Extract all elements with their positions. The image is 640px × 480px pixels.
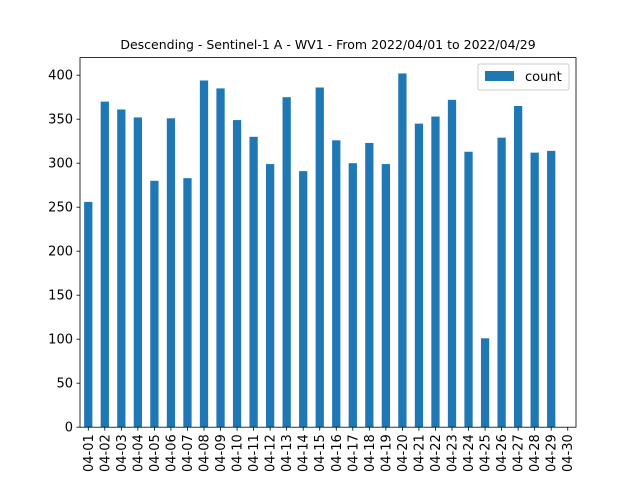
bar-04-06 [166, 118, 176, 428]
y-tick-label: 50 [56, 377, 73, 392]
bar-04-27 [514, 106, 523, 428]
y-tick-label: 150 [48, 289, 73, 304]
y-tick-label: 400 [48, 69, 73, 84]
bar-04-16 [332, 140, 341, 428]
bar-04-11 [249, 136, 258, 428]
x-tick-label: 04-10 [231, 434, 246, 472]
x-tick-label: 04-03 [115, 434, 130, 472]
bar-04-22 [431, 116, 440, 428]
x-tick-label: 04-02 [98, 434, 113, 472]
x-tick-label: 04-15 [313, 434, 328, 472]
x-tick-label: 04-22 [429, 434, 444, 472]
x-tick-label: 04-01 [82, 434, 97, 472]
bar-04-10 [232, 120, 242, 428]
x-tick-label: 04-05 [148, 434, 163, 472]
bar-04-24 [464, 151, 473, 428]
x-tick-label: 04-30 [561, 434, 576, 472]
bar-04-03 [117, 109, 126, 428]
y-tick-label: 200 [48, 245, 73, 260]
legend-box [477, 63, 570, 91]
bar-04-14 [299, 171, 308, 428]
bar-04-28 [530, 152, 539, 428]
x-tick-label: 04-24 [462, 434, 477, 472]
x-tick-label: 04-25 [479, 434, 494, 472]
x-tick-label: 04-12 [264, 434, 279, 472]
bar-04-29 [547, 150, 556, 428]
legend: count [477, 63, 570, 91]
x-tick-label: 04-20 [396, 434, 411, 472]
bar-04-20 [398, 73, 407, 428]
bar-04-25 [480, 338, 490, 428]
x-tick-label: 04-04 [131, 434, 146, 472]
plot-frame [79, 57, 577, 428]
y-tick-label: 100 [48, 333, 73, 348]
x-tick-label: 04-27 [512, 434, 527, 472]
bar-04-13 [282, 97, 291, 428]
y-tick-label: 250 [48, 201, 73, 216]
x-tick-label: 04-29 [545, 434, 560, 472]
x-tick-label: 04-08 [198, 434, 213, 472]
y-tick-label: 350 [48, 113, 73, 128]
bar-04-23 [447, 99, 457, 428]
bar-04-02 [100, 101, 109, 428]
legend-label: count [525, 70, 562, 85]
x-tick-label: 04-11 [247, 434, 262, 472]
x-tick-label: 04-19 [379, 434, 394, 472]
bar-04-01 [84, 201, 93, 428]
y-tick-label: 300 [48, 157, 73, 172]
x-tick-label: 04-23 [446, 434, 461, 472]
x-tick-label: 04-18 [363, 434, 378, 472]
bar-04-21 [414, 123, 424, 428]
x-tick-label: 04-17 [346, 434, 361, 472]
bar-04-07 [183, 178, 192, 428]
bar-04-08 [199, 80, 209, 428]
x-tick-label: 04-28 [528, 434, 543, 472]
bar-04-09 [216, 88, 225, 428]
bar-04-17 [348, 163, 357, 428]
bar-04-05 [150, 180, 159, 428]
x-tick-label: 04-09 [214, 434, 229, 472]
bar-04-26 [497, 137, 506, 428]
y-tick-label: 0 [65, 421, 73, 436]
x-tick-label: 04-07 [181, 434, 196, 472]
bar-04-12 [266, 164, 275, 428]
x-tick-label: 04-26 [495, 434, 510, 472]
chart-title: Descending - Sentinel-1 A - WV1 - From 2… [120, 37, 535, 52]
x-tick-label: 04-16 [330, 434, 345, 472]
bar-04-19 [381, 164, 390, 428]
bars-group [84, 73, 556, 428]
bar-04-04 [133, 117, 142, 428]
x-tick-label: 04-06 [164, 434, 179, 472]
x-tick-label: 04-13 [280, 434, 295, 472]
bar-04-18 [365, 142, 374, 428]
legend-swatch [485, 71, 514, 81]
bar-04-15 [315, 87, 324, 428]
x-tick-label: 04-14 [297, 434, 312, 472]
x-tick-label: 04-21 [412, 434, 427, 472]
